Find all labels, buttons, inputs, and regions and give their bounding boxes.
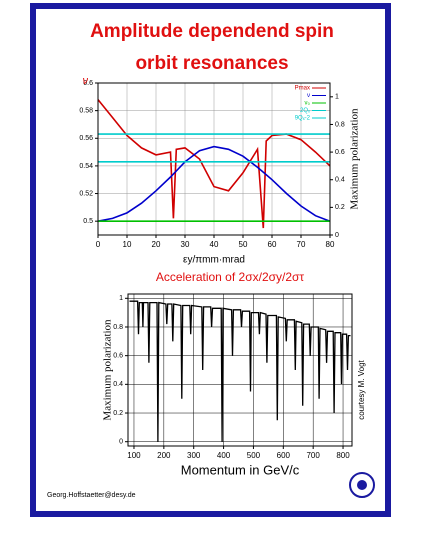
x-tick-label: 500: [247, 451, 261, 460]
series-line: [97, 145, 331, 222]
y-tick-label: 0.54: [79, 163, 93, 170]
x-tick-label: 50: [239, 240, 248, 249]
title: orbit resonances: [135, 53, 288, 74]
y-tick-label: 0.6: [113, 353, 123, 360]
footer: Georg.Hoffstaetter@desy.de: [47, 492, 136, 499]
y-tick-label: 0.5: [83, 218, 93, 225]
x-tick-label: 400: [217, 451, 231, 460]
y2-tick-label: 0.8: [335, 121, 345, 128]
series-line: [129, 300, 351, 442]
plot-frame: [97, 82, 331, 236]
y2-tick-label: 0.6: [335, 149, 345, 156]
x-tick-label: 70: [297, 240, 306, 249]
y-tick-label: 0.6: [83, 80, 93, 87]
legend-label: 2Qₓ: [300, 108, 310, 114]
y2-tick-label: 0.2: [335, 204, 345, 211]
x-tick-label: 200: [157, 451, 171, 460]
x-tick-label: 80: [326, 240, 335, 249]
desy-logo: [349, 472, 375, 498]
y-tick-label: 0.8: [113, 324, 123, 331]
y2-axis-label: Maximum polarization: [349, 108, 361, 210]
y-tick-label: 0.56: [79, 135, 93, 142]
x-axis-label: Momentum in GeV/c: [181, 462, 300, 477]
y-tick-label: 0: [119, 439, 123, 446]
x-tick-label: 700: [306, 451, 320, 460]
legend-label: ν₀: [305, 101, 311, 107]
x-tick-label: 20: [152, 240, 161, 249]
y2-tick-label: 0.4: [335, 177, 345, 184]
y-tick-label: 0.52: [79, 190, 93, 197]
y2-tick-label: 0: [335, 232, 339, 239]
y-axis-label: ν: [83, 75, 89, 87]
x-tick-label: 100: [127, 451, 141, 460]
legend-label: 9Qₓ-2: [295, 116, 311, 122]
y-tick-label: 0.4: [113, 381, 123, 388]
x-tick-label: 30: [181, 240, 190, 249]
x-tick-label: 10: [123, 240, 132, 249]
x-tick-label: 40: [210, 240, 219, 249]
title: Amplitude dependend spin: [90, 21, 334, 42]
x-tick-label: 60: [268, 240, 277, 249]
y-tick-label: 0.2: [113, 410, 123, 417]
y-axis-label: Maximum polarization: [102, 319, 114, 421]
y2-tick-label: 1: [335, 94, 339, 101]
x-tick-label: 300: [187, 451, 201, 460]
x-axis-label: εy/πmm·mrad: [183, 255, 245, 266]
plot-area: [128, 294, 352, 446]
y-tick-label: 1: [119, 295, 123, 302]
legend-label: Pmax: [295, 86, 310, 92]
chart-title: Acceleration of 2σx/2σy/2στ: [156, 270, 305, 284]
annotation: courtesy M. Vogt: [357, 359, 366, 419]
plot-frame: [127, 293, 353, 447]
y-tick-label: 0.58: [79, 107, 93, 114]
legend-label: ν: [307, 93, 310, 99]
x-tick-label: 0: [96, 240, 101, 249]
x-tick-label: 600: [277, 451, 291, 460]
x-tick-label: 800: [336, 451, 350, 460]
